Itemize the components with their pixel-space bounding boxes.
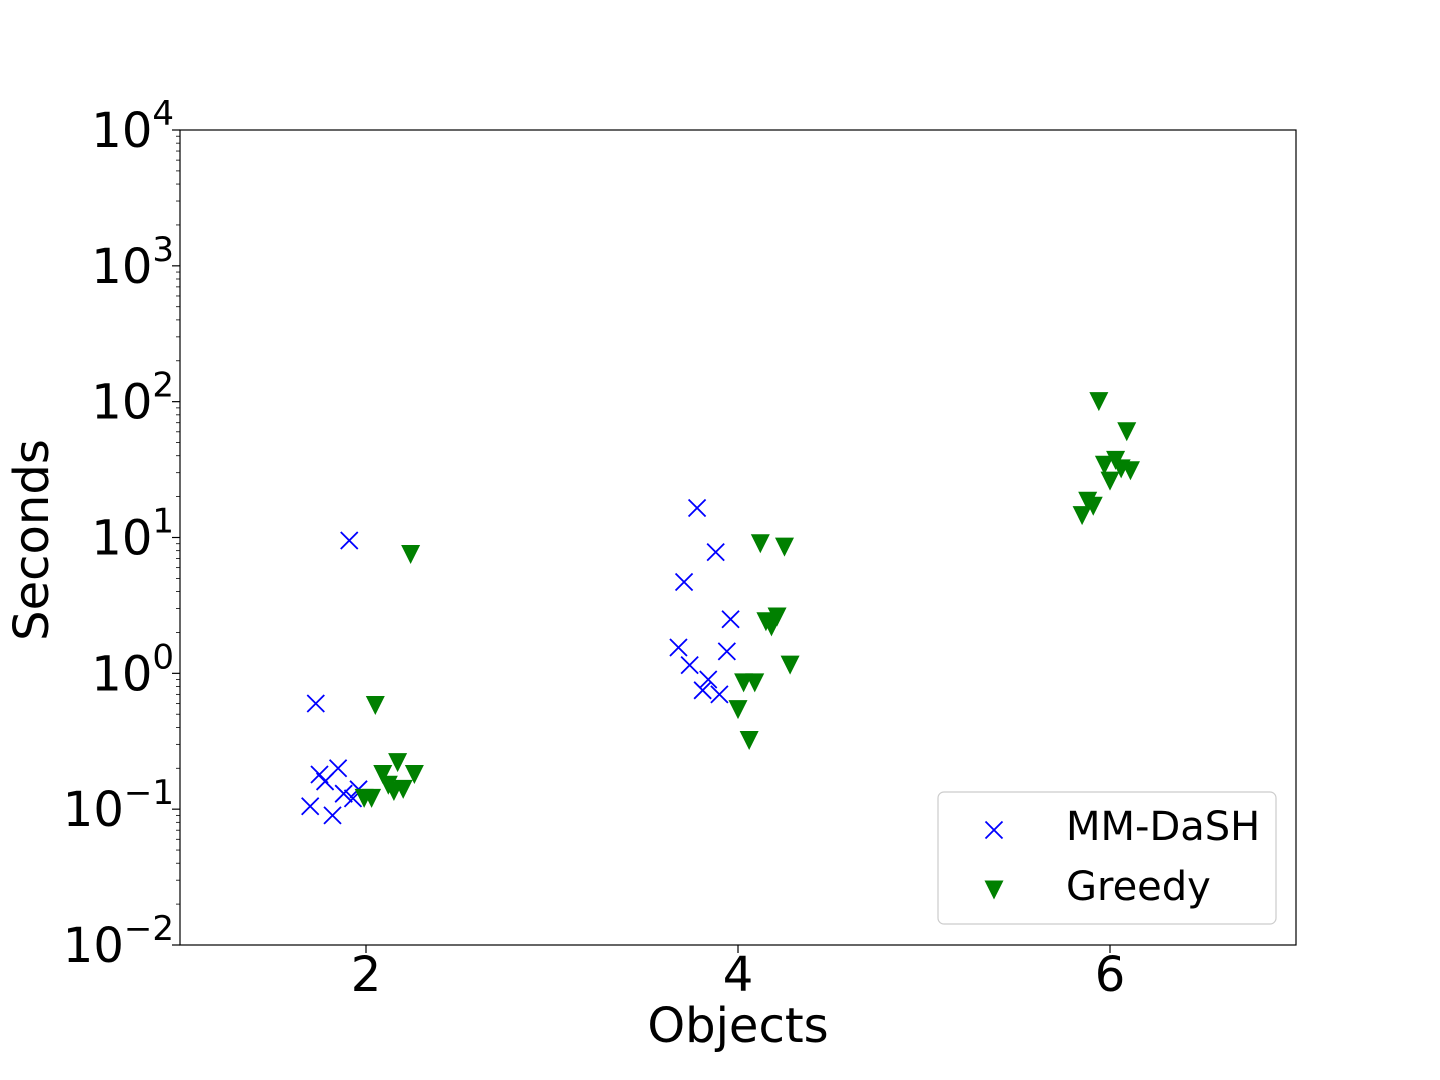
data-point-x-marker <box>687 498 707 518</box>
data-point-x-marker <box>306 694 325 713</box>
y-tick-label: 104 <box>91 94 174 159</box>
legend-triangle-marker <box>984 880 1004 900</box>
data-point-x-marker <box>721 610 740 629</box>
legend-label-greedy: Greedy <box>1066 864 1211 910</box>
legend: MM-DaSH Greedy <box>937 791 1277 925</box>
x-axis-label: Objects <box>647 998 828 1054</box>
data-point-triangle-marker <box>767 607 787 627</box>
x-tick-label: 4 <box>723 947 754 1003</box>
data-point-triangle-marker <box>1094 455 1114 475</box>
data-point-triangle-marker <box>393 779 413 799</box>
data-point-triangle-marker <box>739 731 759 751</box>
data-point-x-marker <box>706 543 725 562</box>
data-point-triangle-marker <box>728 700 748 720</box>
data-point-x-marker <box>717 642 736 661</box>
data-point-x-marker <box>669 638 688 657</box>
data-point-triangle-marker <box>775 537 794 557</box>
data-point-x-marker <box>680 655 699 675</box>
data-point-x-marker <box>699 670 718 689</box>
y-tick-label: 10−2 <box>63 909 174 974</box>
legend-x-marker <box>984 820 1004 840</box>
data-point-triangle-marker <box>1083 496 1103 516</box>
data-point-triangle-marker <box>1089 392 1109 412</box>
data-point-triangle-marker <box>1120 461 1140 481</box>
legend-box <box>937 791 1277 925</box>
y-tick-label: 100 <box>91 637 174 702</box>
y-tick-label: 101 <box>91 502 174 567</box>
x-tick-label: 6 <box>1095 947 1126 1003</box>
legend-marker-mm-dash <box>984 820 1004 840</box>
data-point-x-marker <box>674 572 694 592</box>
legend-label-mm-dash: MM-DaSH <box>1066 804 1260 850</box>
legend-marker-greedy <box>984 880 1004 900</box>
data-point-triangle-marker <box>373 764 393 784</box>
data-point-triangle-marker <box>388 753 408 773</box>
data-point-triangle-marker <box>745 673 765 693</box>
data-point-x-marker <box>328 759 348 778</box>
x-tick-label: 2 <box>351 947 382 1003</box>
y-tick-label: 103 <box>91 230 174 295</box>
data-point-x-marker <box>334 784 353 803</box>
axes: 2 4 6 10−2 10−1 100 101 102 103 104 <box>63 94 1125 1003</box>
data-point-triangle-marker <box>362 788 382 808</box>
data-point-triangle-marker <box>1072 506 1092 526</box>
data-point-x-marker <box>693 681 712 700</box>
series-greedy <box>354 392 1140 808</box>
data-points <box>301 392 1140 825</box>
y-tick-label: 102 <box>91 366 174 431</box>
data-point-triangle-marker <box>1100 471 1120 491</box>
data-point-triangle-marker <box>780 655 800 675</box>
data-point-triangle-marker <box>404 764 424 784</box>
data-point-x-marker <box>340 531 359 550</box>
data-point-triangle-marker <box>401 544 421 564</box>
data-point-x-marker <box>710 685 729 704</box>
y-axis-label: Seconds <box>4 439 60 641</box>
data-point-triangle-marker <box>365 695 385 715</box>
data-point-x-marker <box>301 797 320 816</box>
data-point-triangle-marker <box>1117 422 1137 442</box>
data-point-x-marker <box>323 806 342 825</box>
y-tick-label: 10−1 <box>63 773 174 838</box>
data-point-triangle-marker <box>750 534 770 554</box>
